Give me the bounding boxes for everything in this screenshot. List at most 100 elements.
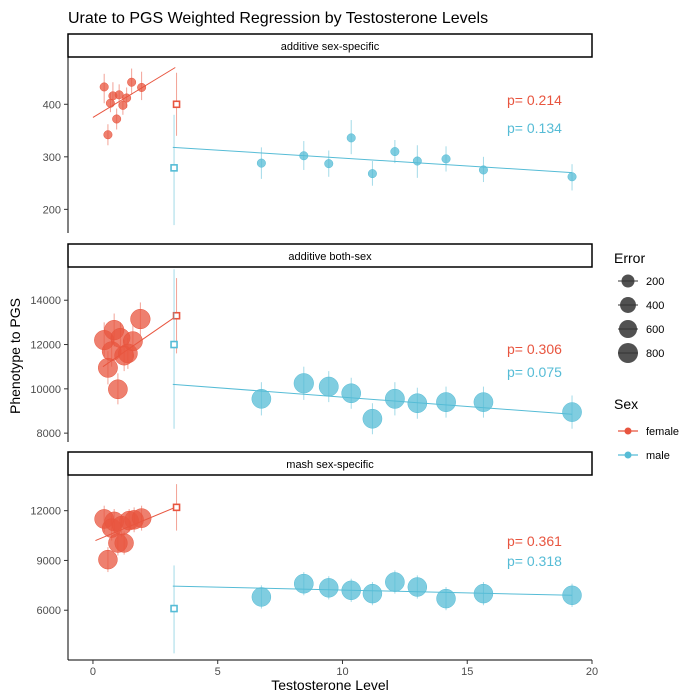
y-tick-label: 10000	[30, 384, 61, 396]
female-point	[98, 357, 118, 378]
legend-error-keys	[618, 274, 638, 363]
legend-error: Error 200 400 600 800	[614, 250, 664, 363]
panel-2: additive both-sex 8000 10000 12000 14000 p= 0…	[30, 243, 593, 442]
x-axis-label: Testosterone Level	[271, 677, 389, 693]
panel-strip	[67, 451, 593, 476]
male-point	[341, 580, 361, 601]
panels-group: additive sex-specific 200 300 400 p= 0.214 p=…	[30, 33, 593, 660]
male-point	[436, 392, 456, 413]
male-point	[562, 585, 582, 605]
male-point	[441, 154, 451, 164]
female-point-hollow	[172, 100, 181, 109]
male-point	[367, 169, 377, 179]
y-tick-label: 9000	[37, 555, 61, 567]
male-point	[251, 389, 272, 409]
panel-strip-label: additive both-sex	[288, 251, 372, 263]
female-point	[103, 130, 113, 140]
male-point	[324, 159, 334, 169]
legend-error-key-dot	[618, 343, 638, 363]
male-point	[362, 408, 383, 429]
legend-sex-key-dot	[624, 451, 632, 459]
male-point	[407, 577, 428, 597]
y-tick-label: 8000	[37, 428, 61, 440]
male-point	[407, 393, 428, 414]
male-point	[318, 376, 339, 397]
female-point	[99, 82, 109, 92]
legend-error-title: Error	[614, 250, 645, 266]
y-tick-label: 12000	[30, 506, 61, 518]
p-value-male: p= 0.075	[507, 364, 562, 380]
legend-sex-title: Sex	[614, 396, 638, 412]
male-point	[319, 578, 339, 598]
legend-sex: Sex female male	[614, 396, 679, 462]
male-point	[390, 147, 400, 157]
legend-sex-keys	[618, 427, 638, 459]
female-point	[98, 549, 118, 570]
male-point	[362, 583, 383, 604]
p-value-male: p= 0.318	[507, 553, 562, 569]
x-tick-label: 0	[90, 666, 96, 678]
legend-error-key-dot	[620, 297, 636, 313]
female-point	[130, 308, 151, 330]
male-point	[256, 158, 266, 168]
p-value-female: p= 0.214	[507, 92, 562, 108]
male-point	[473, 392, 494, 412]
male-point	[562, 402, 582, 422]
male-point	[251, 587, 272, 607]
x-tick-label: 15	[461, 666, 473, 678]
legend-sex-label-female: female	[646, 426, 679, 438]
y-tick-label: 12000	[30, 340, 61, 352]
male-point	[567, 172, 577, 182]
male-point	[385, 572, 405, 592]
female-point	[127, 77, 137, 87]
male-point	[478, 165, 488, 175]
male-point	[412, 156, 422, 166]
female-point	[122, 93, 132, 103]
female-point-hollow	[172, 311, 181, 320]
y-tick-label: 200	[43, 204, 61, 216]
panel-3: mash sex-specific 6000 9000 12000 p= 0.361 p=…	[30, 451, 593, 660]
legend-error-label-800: 800	[646, 348, 664, 360]
y-axis-label: Phenotype to PGS	[7, 298, 23, 414]
panel-strip-label: additive sex-specific	[281, 41, 380, 53]
male-regression-line	[172, 146, 573, 174]
male-point	[436, 588, 456, 609]
legend-error-label-600: 600	[646, 324, 664, 336]
female-point	[114, 90, 124, 100]
male-point	[293, 373, 314, 394]
male-point	[384, 388, 405, 409]
male-regression-line	[172, 383, 573, 415]
male-point	[341, 383, 362, 404]
legend-error-key-dot	[621, 274, 635, 288]
p-value-female: p= 0.361	[507, 533, 562, 549]
female-point	[137, 82, 147, 92]
x-tick-label: 10	[336, 666, 348, 678]
legend-error-label-400: 400	[646, 300, 664, 312]
female-point	[122, 331, 143, 352]
x-tick-label: 5	[215, 666, 221, 678]
p-value-male: p= 0.134	[507, 120, 562, 136]
x-axis: 0 5 10 15 20	[68, 659, 598, 678]
p-value-female: p= 0.306	[507, 341, 562, 357]
y-tick-label: 6000	[37, 605, 61, 617]
panel-strip-label: mash sex-specific	[286, 459, 374, 471]
legend-sex-key-dot	[624, 427, 632, 435]
panel-strip	[67, 243, 593, 268]
female-regression-line	[92, 67, 176, 118]
panel-1: additive sex-specific 200 300 400 p= 0.214 p=…	[43, 33, 593, 233]
x-tick-label: 20	[586, 666, 598, 678]
female-point	[108, 379, 128, 400]
y-tick-label: 400	[43, 99, 61, 111]
male-point	[346, 133, 356, 143]
y-tick-label: 14000	[30, 295, 61, 307]
female-point	[114, 533, 134, 553]
y-tick-label: 300	[43, 152, 61, 164]
legend-error-label-200: 200	[646, 276, 664, 288]
female-point	[131, 508, 152, 528]
male-point	[294, 573, 314, 594]
female-point	[112, 114, 122, 124]
female-point-hollow	[172, 503, 181, 512]
legend-error-key-dot	[618, 319, 638, 339]
male-point-hollow	[170, 604, 178, 613]
